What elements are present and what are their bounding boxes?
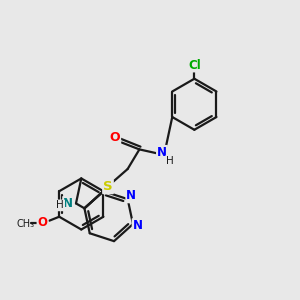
Text: O: O	[38, 216, 47, 229]
Text: O: O	[110, 131, 120, 144]
Text: CH₃: CH₃	[17, 219, 35, 229]
Text: H: H	[56, 200, 64, 210]
Text: S: S	[103, 180, 113, 193]
Text: N: N	[157, 146, 167, 159]
Text: N: N	[63, 197, 73, 210]
Text: N: N	[133, 219, 142, 232]
Text: N: N	[126, 189, 136, 202]
Text: Cl: Cl	[188, 58, 201, 71]
Text: H: H	[166, 156, 174, 166]
